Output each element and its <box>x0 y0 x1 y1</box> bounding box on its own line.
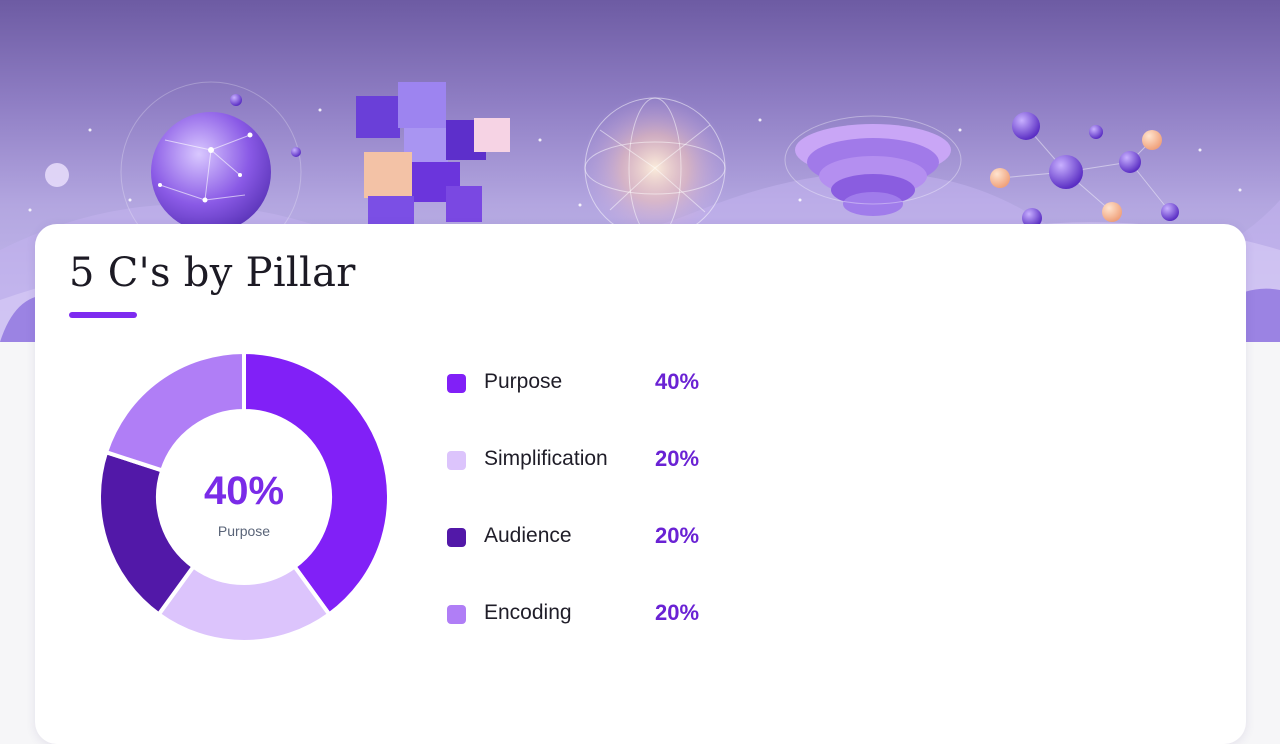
legend-item-encoding: Encoding 20% <box>447 591 747 639</box>
donut-slice-simplification <box>156 564 332 642</box>
donut-slice-purpose <box>242 352 389 617</box>
legend-item-simplification: Simplification 20% <box>447 437 747 485</box>
legend-item-purpose: Purpose 40% <box>447 360 747 408</box>
donut-slice-encoding <box>104 352 246 473</box>
legend-value: 20% <box>655 600 700 625</box>
legend-value: 20% <box>655 446 700 471</box>
legend-swatch <box>447 528 466 547</box>
legend-swatch <box>447 605 466 624</box>
donut-center-label: Purpose <box>218 523 270 539</box>
legend-label: Audience <box>484 524 572 547</box>
legend-label: Encoding <box>484 601 572 624</box>
donut-slice-audience <box>99 450 196 617</box>
donut-chart: 40% Purpose <box>99 352 389 642</box>
legend-value: 20% <box>655 523 700 548</box>
legend-item-audience: Audience 20% <box>447 514 747 562</box>
legend-value: 40% <box>655 369 700 394</box>
legend-label: Simplification <box>484 447 608 470</box>
legend-swatch <box>447 374 466 393</box>
donut-center-value: 40% <box>204 469 284 513</box>
legend-label: Purpose <box>484 370 563 393</box>
chart-card: 5 C's by Pillar 40% Purpose Purpose 40% Si… <box>35 224 1246 744</box>
legend-swatch <box>447 451 466 470</box>
title-underline <box>69 312 137 318</box>
page-title: 5 C's by Pillar <box>69 250 356 296</box>
